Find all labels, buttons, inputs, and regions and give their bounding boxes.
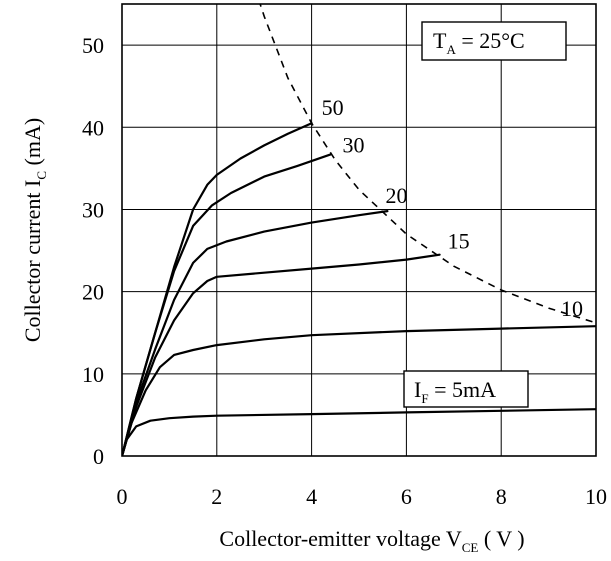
curve-label-3: 15 [448, 229, 470, 254]
ta-main: T [433, 28, 447, 53]
curve-series-5 [122, 408, 596, 456]
svg-text:IF = 5mA: IF = 5mA [414, 377, 496, 406]
y-axis-label-unit: (mA) [20, 118, 45, 171]
curve-series-3 [122, 253, 441, 456]
x-tick-label-5: 10 [585, 484, 607, 509]
grid [122, 4, 596, 456]
curve-label-1: 30 [343, 132, 365, 157]
y-tick-label-3: 30 [82, 197, 104, 222]
y-axis-label: Collector current IC (mA) [20, 118, 49, 342]
svg-text:TA = 25°C: TA = 25°C [433, 28, 525, 57]
x-tick-label-1: 2 [211, 484, 222, 509]
x-axis-label-sub: CE [462, 540, 479, 555]
if-sub: F [421, 391, 428, 406]
x-tick-labels: 0 2 4 6 8 10 [117, 484, 608, 509]
curve-label-0: 50 [322, 95, 344, 120]
x-axis-label-unit: ( V ) [478, 526, 524, 551]
y-tick-labels: 0 10 20 30 40 50 [82, 33, 104, 469]
y-axis-label-sub: C [34, 171, 49, 180]
y-tick-label-5: 50 [82, 33, 104, 58]
curves [122, 4, 596, 456]
x-tick-label-2: 4 [306, 484, 317, 509]
y-tick-label-4: 40 [82, 115, 104, 140]
if-main: I [414, 377, 421, 402]
temperature-annotation: TA = 25°C [421, 21, 567, 61]
curve-label-4: 10 [561, 296, 583, 321]
curve-series-1 [122, 153, 332, 456]
curve-labels: 50 30 20 15 10 [322, 95, 583, 321]
if-rest: = 5mA [429, 377, 497, 402]
x-axis-label: Collector-emitter voltage VCE ( V ) [219, 526, 524, 555]
x-tick-label-3: 6 [401, 484, 412, 509]
if-box [403, 370, 529, 408]
curve-label-2: 20 [385, 183, 407, 208]
curve-series-4 [122, 325, 596, 456]
y-tick-label-0: 0 [93, 444, 104, 469]
curve-series-2 [122, 210, 389, 456]
y-tick-label-1: 10 [82, 362, 104, 387]
y-axis-label-main: Collector current I [20, 180, 45, 343]
temperature-box [421, 21, 567, 61]
plot-frame [121, 3, 597, 457]
x-tick-label-0: 0 [117, 484, 128, 509]
x-axis-label-main: Collector-emitter voltage V [219, 526, 461, 551]
ta-sub: A [446, 42, 456, 57]
ta-rest: = 25°C [456, 28, 525, 53]
if-annotation: IF = 5mA [403, 370, 529, 408]
y-tick-label-2: 20 [82, 280, 104, 305]
x-tick-label-4: 8 [496, 484, 507, 509]
power-limit-curve [259, 4, 596, 324]
